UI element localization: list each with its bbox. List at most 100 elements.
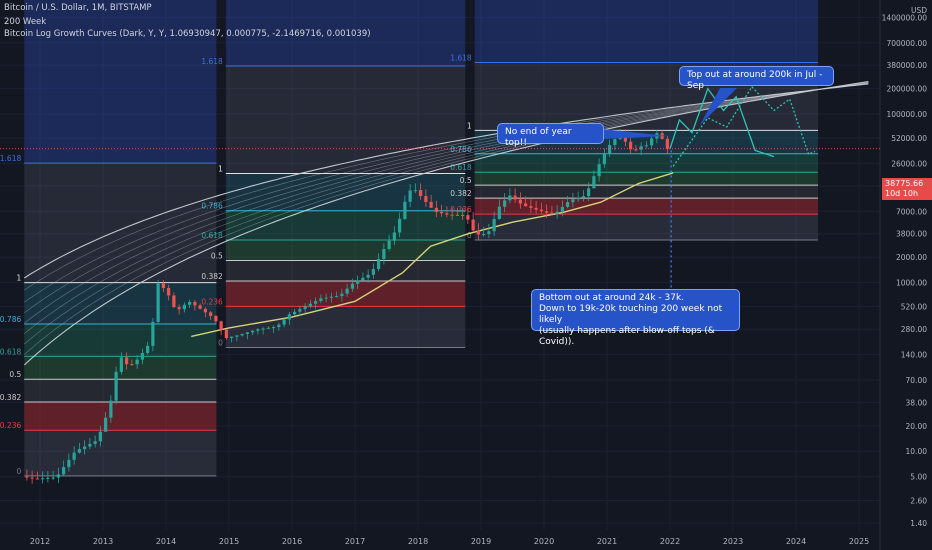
symbol-title[interactable]: Bitcoin / U.S. Dollar, 1M, BITSTAMP [4, 3, 152, 13]
candle-body [130, 364, 134, 366]
fib-band [24, 163, 217, 283]
time-tick-label: 2013 [93, 537, 113, 546]
candle-body [345, 288, 349, 294]
candle-body [555, 211, 559, 215]
fib-level-label: 0.786 [450, 145, 472, 154]
candle-body [571, 199, 575, 203]
time-tick-label: 2019 [471, 537, 491, 546]
growth-curve [24, 82, 869, 334]
ma-200-week-line [191, 172, 674, 338]
price-tick-label: 2.60 [910, 497, 927, 506]
candle-body [487, 231, 491, 235]
time-tick-label: 2025 [849, 537, 869, 546]
candle-body [476, 230, 480, 235]
candles [25, 128, 669, 484]
price-tick-label: 26000.00 [891, 159, 927, 168]
candle-body [104, 417, 108, 432]
growth-curve [24, 82, 869, 324]
candle-body [508, 195, 512, 201]
fib-band [474, 153, 819, 173]
candle-body [308, 303, 312, 307]
candle-body [587, 188, 591, 197]
fib-extension-zone [24, 0, 217, 164]
fib-level-label: 0.5 [460, 176, 472, 185]
candle-body [398, 218, 402, 233]
candle-body [219, 321, 223, 330]
candle-body [445, 213, 449, 215]
candle-body [566, 202, 570, 207]
indicator-200-week[interactable]: 200 Week [4, 17, 47, 27]
price-unit-label: USD [911, 6, 927, 15]
projection [602, 85, 816, 300]
candle-body [461, 214, 465, 216]
candle-body [550, 212, 554, 215]
candle-body [109, 400, 113, 418]
candle-body [214, 315, 218, 322]
candle-body [340, 293, 344, 297]
fib-band [474, 214, 819, 241]
candle-body [245, 332, 249, 334]
candle-body [608, 145, 612, 154]
candle-body [392, 232, 396, 241]
price-tick-label: 70.00 [906, 376, 928, 385]
candle-body [382, 249, 386, 260]
candle-body [356, 280, 360, 284]
candle-body [83, 446, 87, 450]
candle-body [119, 357, 123, 372]
candle-body [193, 301, 197, 306]
fib-level-label: 0.786 [0, 315, 21, 324]
candle-body [419, 190, 423, 197]
candle-body [524, 203, 528, 207]
fib-extension-zone [474, 0, 819, 63]
candle-body [592, 176, 596, 189]
bottom-callout[interactable]: Bottom out at around 24k - 37k. Down to … [531, 289, 740, 347]
candle-body [634, 149, 638, 151]
fib-band [225, 65, 466, 174]
fib-band [225, 210, 466, 240]
candle-body [492, 218, 496, 232]
candle-body [98, 431, 102, 442]
price-tick-label: 700000.00 [886, 39, 927, 48]
fib-level-label: 0.236 [450, 205, 472, 214]
price-tick-label: 20.00 [906, 422, 928, 431]
candle-body [72, 452, 76, 460]
candle-body [125, 357, 129, 365]
candle-body [366, 274, 370, 278]
candle-body [644, 145, 648, 147]
price-tick-label: 38.00 [906, 398, 928, 407]
indicator-log-growth-curves[interactable]: Bitcoin Log Growth Curves (Dark, Y, Y, 1… [4, 29, 371, 39]
time-tick-label: 2024 [786, 537, 806, 546]
price-axis [880, 0, 932, 550]
candle-body [303, 306, 307, 310]
price-tick-label: 100000.00 [886, 110, 927, 119]
fib-band [474, 198, 819, 215]
top-callout[interactable]: Top out at around 200k in Jul - Sep [679, 66, 834, 91]
price-tick-label: 5.00 [910, 473, 927, 482]
fib-level-label: 0.236 [0, 421, 21, 430]
fib-level-label: 1 [467, 121, 472, 130]
candle-body [114, 371, 118, 401]
fib-level-label: 0.5 [9, 370, 21, 379]
fib-band [225, 239, 466, 261]
candle-body [413, 190, 417, 192]
candle-body [88, 443, 92, 447]
price-tick-label: 380000.00 [886, 61, 927, 70]
price-tick-label: 1000.00 [896, 279, 927, 288]
log-growth-curves [23, 80, 869, 366]
fib-band [225, 281, 466, 307]
fib-level-label: 0 [467, 231, 472, 240]
candle-body [161, 283, 165, 289]
candle-body [140, 352, 144, 360]
no-top-pointer [602, 129, 668, 139]
candle-body [350, 283, 354, 289]
candle-body [156, 283, 160, 322]
projection-path-alt [672, 85, 816, 167]
candle-body [455, 214, 459, 216]
growth-curve [24, 81, 869, 345]
candle-body [665, 138, 669, 149]
price-tick-label: 280.00 [901, 325, 927, 334]
no-top-callout[interactable]: No end of year top!! [497, 123, 604, 148]
fib-level-label: 0.382 [201, 272, 223, 281]
candle-body [429, 201, 433, 208]
